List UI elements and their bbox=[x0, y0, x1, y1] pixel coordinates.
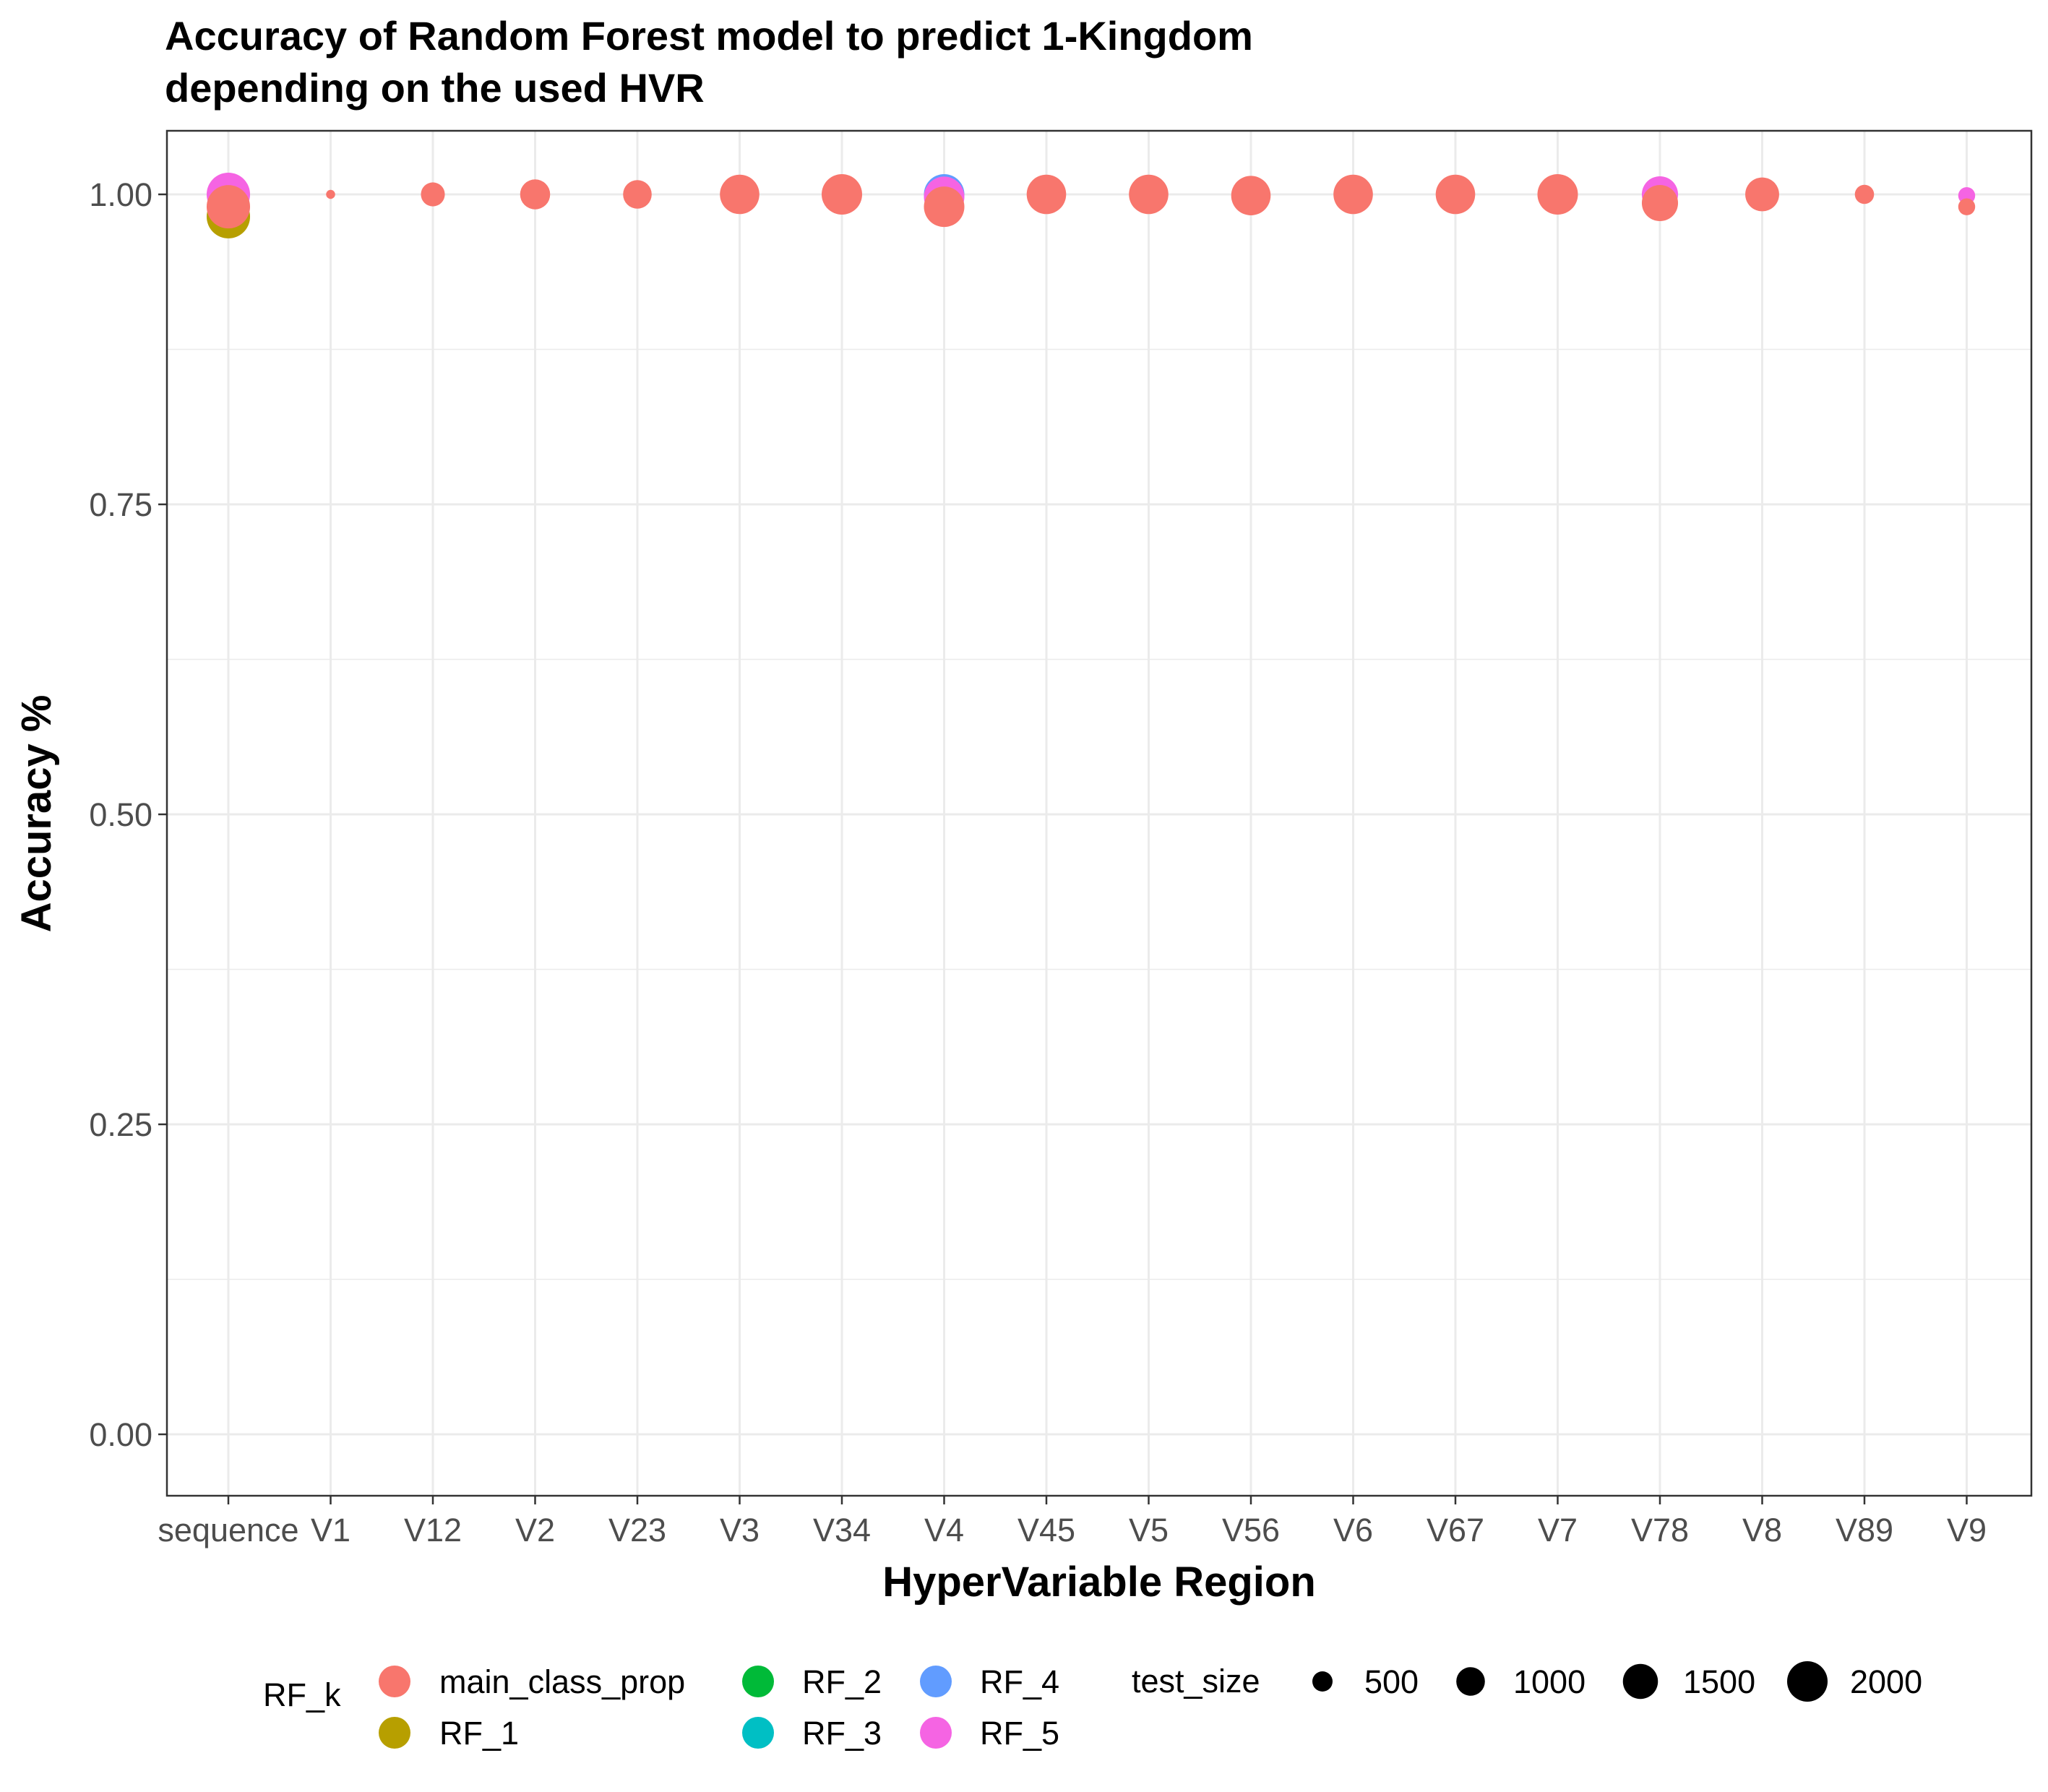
y-tick-label: 0.75 bbox=[89, 486, 152, 523]
size-legend-title: test_size bbox=[1132, 1663, 1260, 1700]
data-point-V3-main_class_prop bbox=[720, 174, 760, 215]
x-axis-ticks: sequence V1 V12 V2 V23 V3 V34 V4 V45 V5 V56 V6 V67 V7… bbox=[158, 1496, 1987, 1548]
size-legend-key-2000 bbox=[1787, 1661, 1828, 1702]
data-point-V1-main_class_prop bbox=[326, 189, 335, 199]
data-point-V2-main_class_prop bbox=[520, 179, 551, 210]
size-legend-label-2000: 2000 bbox=[1850, 1663, 1922, 1700]
y-axis-ticks: 0.00 0.25 0.50 0.75 1.00 bbox=[89, 176, 167, 1453]
x-tick-label: V45 bbox=[1017, 1512, 1075, 1548]
legend-key-RF_4 bbox=[920, 1666, 952, 1697]
data-point-V9-main_class_prop bbox=[1958, 198, 1976, 215]
x-tick-label: V1 bbox=[311, 1512, 350, 1548]
legend-key-RF_5 bbox=[920, 1717, 952, 1749]
x-tick-label: V23 bbox=[608, 1512, 666, 1548]
x-axis-title: HyperVariable Region bbox=[882, 1559, 1316, 1606]
data-point-V78-main_class_prop bbox=[1641, 184, 1679, 222]
data-point-V23-main_class_prop bbox=[623, 180, 652, 209]
x-tick-label: V7 bbox=[1538, 1512, 1578, 1548]
y-tick-label: 1.00 bbox=[89, 176, 152, 213]
chart-title-line-2: depending on the used HVR bbox=[165, 65, 705, 111]
grid bbox=[167, 131, 2031, 1496]
x-tick-label: V89 bbox=[1836, 1512, 1893, 1548]
legend-key-RF_3 bbox=[742, 1717, 774, 1749]
x-tick-label: V4 bbox=[924, 1512, 964, 1548]
size-legend-key-1500 bbox=[1622, 1663, 1658, 1700]
x-tick-label: V8 bbox=[1742, 1512, 1782, 1548]
legend-label-main_class_prop: main_class_prop bbox=[439, 1663, 685, 1700]
legend-label-RF_1: RF_1 bbox=[439, 1715, 519, 1752]
legend-key-RF_2 bbox=[742, 1666, 774, 1697]
data-point-V67-main_class_prop bbox=[1435, 174, 1476, 215]
data-point-V34-main_class_prop bbox=[822, 174, 862, 215]
plot-panel-border bbox=[165, 129, 2033, 1497]
y-tick-label: 0.50 bbox=[89, 796, 152, 833]
data-point-sequence-main_class_prop bbox=[206, 185, 251, 229]
size-legend-label-500: 500 bbox=[1364, 1663, 1419, 1700]
data-point-V5-main_class_prop bbox=[1129, 174, 1169, 215]
y-tick-label: 0.25 bbox=[89, 1106, 152, 1143]
x-tick-label: V67 bbox=[1427, 1512, 1484, 1548]
data-point-V7-main_class_prop bbox=[1537, 174, 1578, 215]
y-axis-title: Accuracy % bbox=[13, 695, 60, 933]
x-tick-label: V78 bbox=[1631, 1512, 1689, 1548]
x-tick-label: V2 bbox=[515, 1512, 555, 1548]
size-legend-label-1500: 1500 bbox=[1683, 1663, 1755, 1700]
x-tick-label: V12 bbox=[404, 1512, 462, 1548]
data-point-V6-main_class_prop bbox=[1333, 174, 1373, 215]
y-tick-label: 0.00 bbox=[89, 1416, 152, 1453]
data-point-V89-main_class_prop bbox=[1854, 184, 1875, 204]
legend: RF_k test_size main_class_prop RF_1 RF_2 RF… bbox=[263, 1661, 1922, 1752]
x-tick-label: V34 bbox=[813, 1512, 871, 1548]
x-tick-label: sequence bbox=[158, 1512, 298, 1548]
legend-label-RF_2: RF_2 bbox=[802, 1663, 882, 1700]
legend-label-RF_5: RF_5 bbox=[980, 1715, 1059, 1752]
data-point-V8-main_class_prop bbox=[1745, 177, 1779, 212]
size-legend-key-1000 bbox=[1456, 1667, 1485, 1696]
legend-key-main_class_prop bbox=[379, 1666, 410, 1697]
size-legend-label-1000: 1000 bbox=[1513, 1663, 1586, 1700]
size-legend-key-500 bbox=[1312, 1671, 1333, 1692]
x-tick-label: V3 bbox=[720, 1512, 760, 1548]
data-point-V4-main_class_prop bbox=[924, 186, 965, 228]
chart-title-line-1: Accuracy of Random Forest model to predi… bbox=[165, 13, 1253, 59]
x-tick-label: V9 bbox=[1947, 1512, 1987, 1548]
x-tick-label: V6 bbox=[1333, 1512, 1373, 1548]
x-tick-label: V56 bbox=[1222, 1512, 1280, 1548]
legend-label-RF_4: RF_4 bbox=[980, 1663, 1059, 1700]
color-legend-title: RF_k bbox=[263, 1676, 341, 1713]
legend-key-RF_1 bbox=[379, 1717, 410, 1749]
data-points bbox=[206, 172, 1976, 238]
data-point-V12-main_class_prop bbox=[421, 182, 445, 207]
legend-label-RF_3: RF_3 bbox=[802, 1715, 882, 1752]
data-point-V45-main_class_prop bbox=[1026, 174, 1067, 215]
x-tick-label: V5 bbox=[1129, 1512, 1169, 1548]
data-point-V56-main_class_prop bbox=[1231, 176, 1271, 216]
